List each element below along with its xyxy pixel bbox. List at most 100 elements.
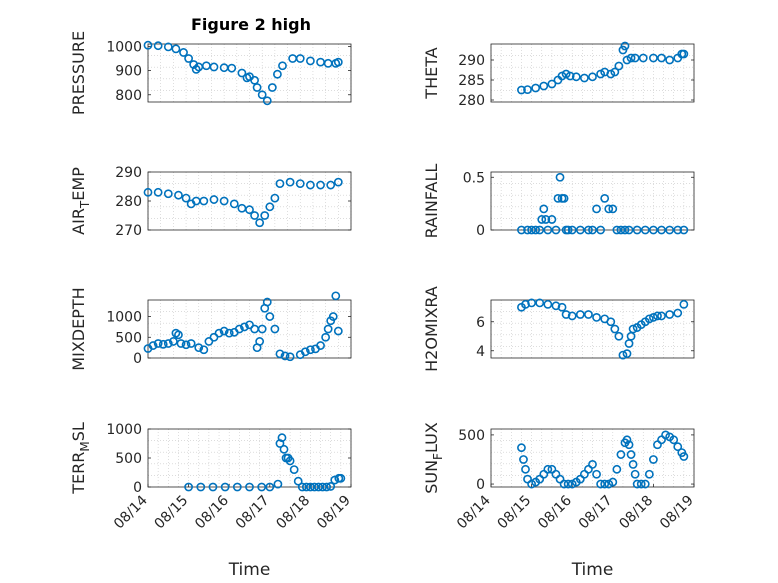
data-point <box>285 177 295 187</box>
data-point <box>245 482 254 492</box>
panel-theta: 280 285 290 THETA <box>422 41 695 109</box>
data-point <box>551 225 561 235</box>
data-point <box>539 81 549 91</box>
series-terr_msl <box>184 433 346 492</box>
y-tick-label: 280 <box>115 194 142 210</box>
data-point <box>531 83 541 93</box>
data-point <box>245 205 254 215</box>
data-point <box>649 225 658 235</box>
series-sun_flux <box>517 430 689 489</box>
series-theta <box>517 41 689 95</box>
y-axis-label: RAINFALL <box>422 164 441 239</box>
axes-box-mixdepth <box>147 299 352 359</box>
data-point <box>252 83 262 92</box>
data-point <box>575 225 585 235</box>
data-point <box>219 326 229 336</box>
data-point <box>565 71 575 81</box>
data-point <box>630 53 640 63</box>
data-point <box>158 339 168 349</box>
data-point <box>257 90 267 100</box>
data-point <box>255 218 265 228</box>
data-point <box>181 340 191 350</box>
x-tick-label: 08/15 <box>152 493 192 533</box>
data-point <box>638 53 648 63</box>
data-point <box>616 450 626 459</box>
data-point <box>588 72 597 82</box>
data-point <box>189 60 199 69</box>
data-point <box>326 180 336 190</box>
data-point <box>323 58 333 68</box>
data-point <box>295 179 305 188</box>
data-point <box>517 225 526 235</box>
data-point <box>649 312 658 322</box>
data-point <box>673 442 683 452</box>
data-point <box>665 55 675 65</box>
series-h2omixra <box>517 298 689 360</box>
y-axis-label: PRESSURE <box>69 31 88 115</box>
data-point <box>521 464 530 474</box>
data-point <box>148 341 158 350</box>
data-point <box>250 75 259 85</box>
series-mixdepth <box>143 291 343 362</box>
data-point <box>237 203 247 213</box>
data-point <box>314 482 323 492</box>
data-point <box>143 40 153 50</box>
data-point <box>153 41 163 51</box>
data-point <box>523 85 532 94</box>
data-point <box>626 331 636 341</box>
data-point <box>333 177 343 187</box>
data-point <box>174 330 183 340</box>
data-point <box>657 53 666 63</box>
data-point <box>285 456 295 466</box>
y-axis-label: H2OMIXRA <box>422 286 441 372</box>
data-point <box>265 482 275 492</box>
data-point <box>624 440 634 450</box>
data-point <box>184 482 193 492</box>
data-point <box>270 324 280 334</box>
data-point <box>628 324 638 334</box>
data-point <box>541 215 551 224</box>
data-point <box>153 187 163 197</box>
data-point <box>657 225 666 235</box>
data-point <box>640 225 650 235</box>
data-point <box>553 193 563 203</box>
data-point <box>523 225 532 235</box>
data-point <box>539 204 549 214</box>
data-point <box>679 49 689 59</box>
data-point <box>592 204 601 214</box>
data-point <box>234 324 244 334</box>
data-point <box>301 482 311 492</box>
data-point <box>596 479 606 489</box>
data-point <box>288 54 298 63</box>
panel-mixdepth: 0 500 1000 MIXDEPTH <box>69 287 352 371</box>
data-point <box>628 459 638 469</box>
data-point <box>620 41 630 51</box>
data-point <box>622 349 632 359</box>
data-point <box>277 433 287 443</box>
data-point <box>273 479 283 489</box>
y-axis-label: TERRMSL <box>69 422 92 495</box>
series-air_temp <box>143 177 343 228</box>
data-point <box>305 56 315 66</box>
y-axis-label: AIRTEMP <box>69 167 92 235</box>
data-point <box>543 299 553 309</box>
data-point <box>673 225 683 235</box>
data-point <box>163 42 173 52</box>
data-point <box>653 311 662 321</box>
data-point <box>584 310 593 319</box>
data-point <box>592 312 601 322</box>
data-point <box>632 225 642 235</box>
data-point <box>278 61 287 71</box>
panel-air_temp: 270 280 290 AIRTEMP <box>69 165 352 239</box>
data-point <box>610 324 620 334</box>
data-point <box>321 332 331 342</box>
data-point <box>620 225 630 235</box>
data-point <box>559 479 569 489</box>
data-point <box>584 225 593 235</box>
data-point <box>176 339 186 348</box>
data-point <box>270 193 280 203</box>
data-point <box>571 72 581 82</box>
x-axis-label: Time <box>228 560 271 580</box>
data-point <box>285 352 295 362</box>
data-point <box>255 337 265 346</box>
